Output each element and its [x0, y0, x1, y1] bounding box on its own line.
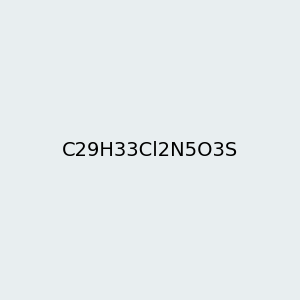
Text: C29H33Cl2N5O3S: C29H33Cl2N5O3S: [62, 140, 238, 160]
